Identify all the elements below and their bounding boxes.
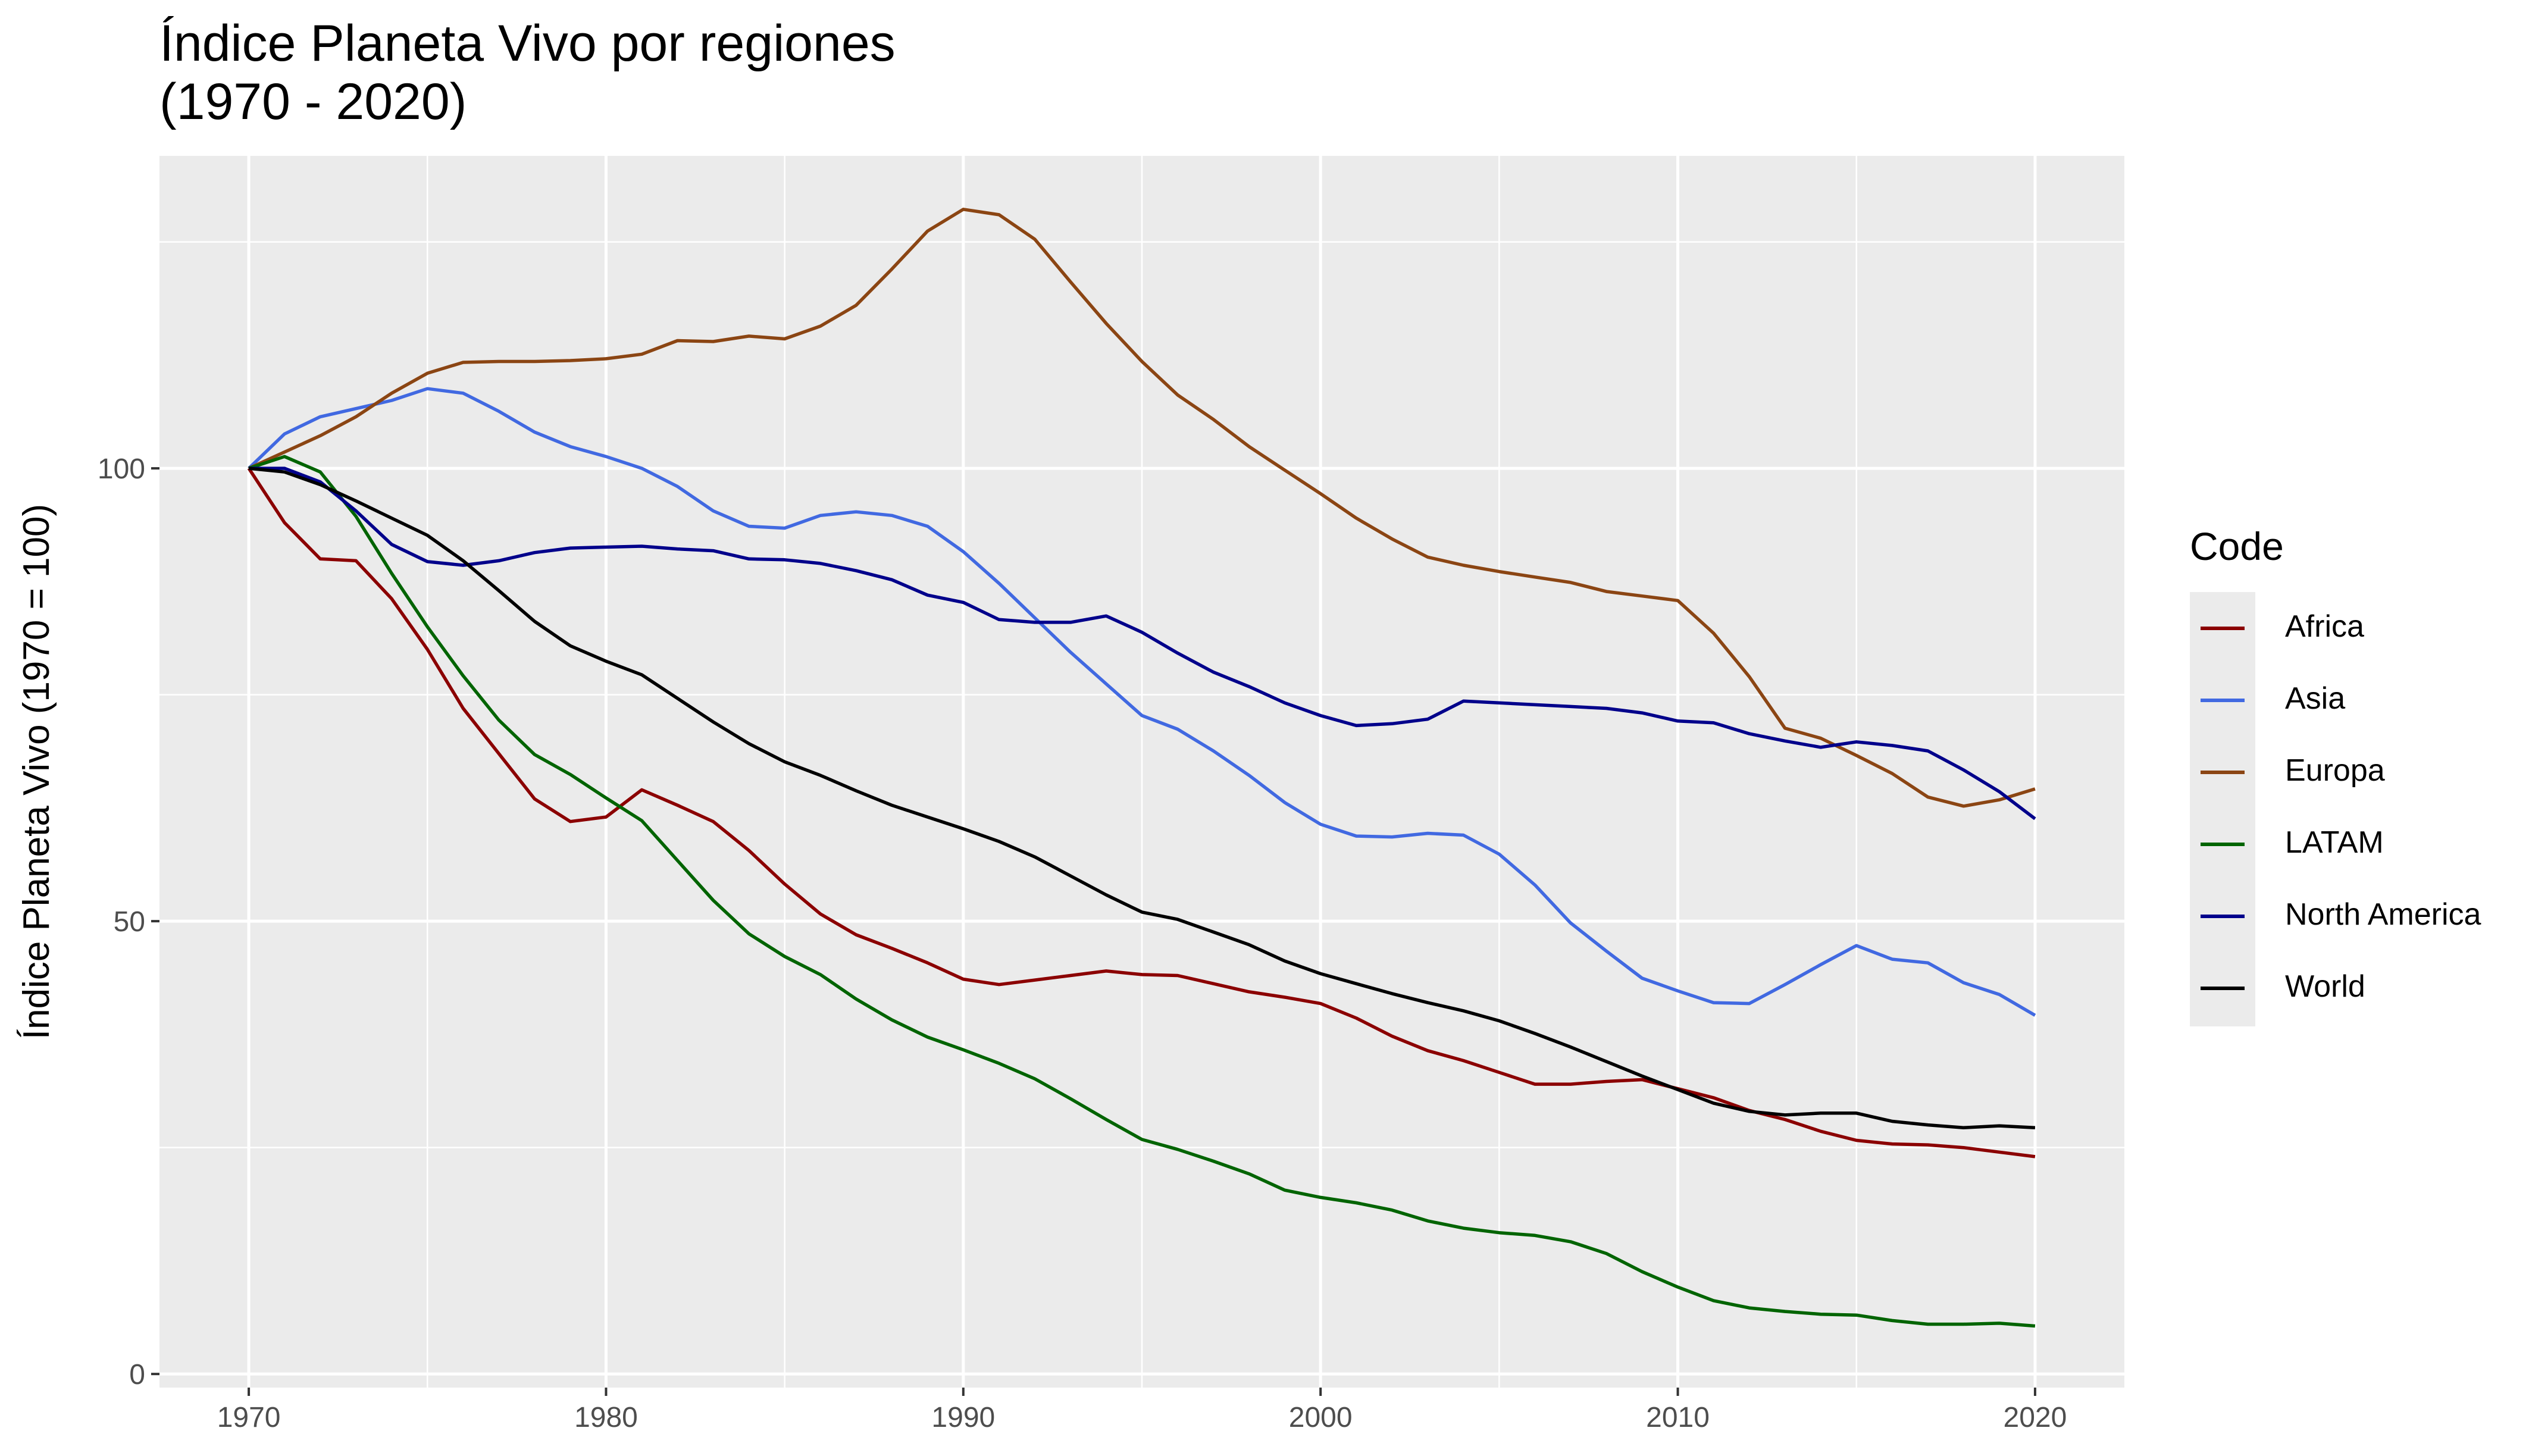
- legend-swatch: [2201, 987, 2245, 990]
- series-line-asia: [248, 387, 2036, 1017]
- y-tick-label: 50: [114, 906, 145, 938]
- legend-item-north-america: North America: [2190, 880, 2532, 951]
- x-tick-label: 1980: [574, 1402, 638, 1433]
- y-tick-labels: 0 50 100: [98, 453, 145, 1391]
- legend-keys: [2190, 592, 2255, 1026]
- legend-label: Africa: [2285, 609, 2364, 644]
- legend-label: LATAM: [2285, 825, 2384, 860]
- series-line-latam: [248, 455, 2036, 1328]
- legend-title: Code: [2190, 524, 2284, 568]
- legend-label: Asia: [2285, 681, 2346, 716]
- legend-swatch: [2201, 915, 2245, 918]
- series-line-europa: [248, 208, 2036, 808]
- x-tick-label: 1990: [931, 1402, 995, 1433]
- y-tick-label: 100: [98, 453, 145, 485]
- legend-label: Europa: [2285, 753, 2385, 788]
- x-tick-labels: 1970 1980 1990 2000 2010 2020: [217, 1402, 2067, 1433]
- series-lines: [247, 208, 2036, 1328]
- chart-title-line2: (1970 - 2020): [159, 73, 467, 130]
- series-line-africa: [247, 467, 2036, 1158]
- legend-item-europa: Europa: [2190, 736, 2532, 807]
- axis-ticks: [151, 467, 2036, 1396]
- x-tick-label: 1970: [217, 1402, 281, 1433]
- x-tick-label: 2020: [2004, 1402, 2067, 1433]
- legend-item-asia: Asia: [2190, 664, 2532, 735]
- x-tick-label: 2010: [1646, 1402, 1710, 1433]
- legend-item-world: World: [2190, 952, 2532, 1023]
- legend-swatch: [2201, 843, 2245, 846]
- series-line-north-america: [249, 466, 2036, 821]
- legend: Code Africa Asia Europa LATAM North America W…: [2190, 524, 2481, 1026]
- chart-title-line1: Índice Planeta Vivo por regiones: [159, 15, 896, 72]
- legend-label: North America: [2285, 897, 2481, 932]
- x-tick-label: 2000: [1289, 1402, 1353, 1433]
- legend-item-africa: Africa: [2190, 592, 2532, 663]
- legend-swatch: [2201, 771, 2245, 774]
- legend-swatch: [2201, 627, 2245, 630]
- legend-swatch: [2201, 699, 2245, 702]
- series-line-world: [248, 466, 2036, 1129]
- grid-major: [159, 156, 2124, 1388]
- legend-item-latam: LATAM: [2190, 808, 2532, 879]
- y-tick-label: 0: [129, 1359, 145, 1391]
- legend-label: World: [2285, 969, 2365, 1004]
- y-axis-title: Índice Planeta Vivo (1970 = 100): [16, 504, 57, 1039]
